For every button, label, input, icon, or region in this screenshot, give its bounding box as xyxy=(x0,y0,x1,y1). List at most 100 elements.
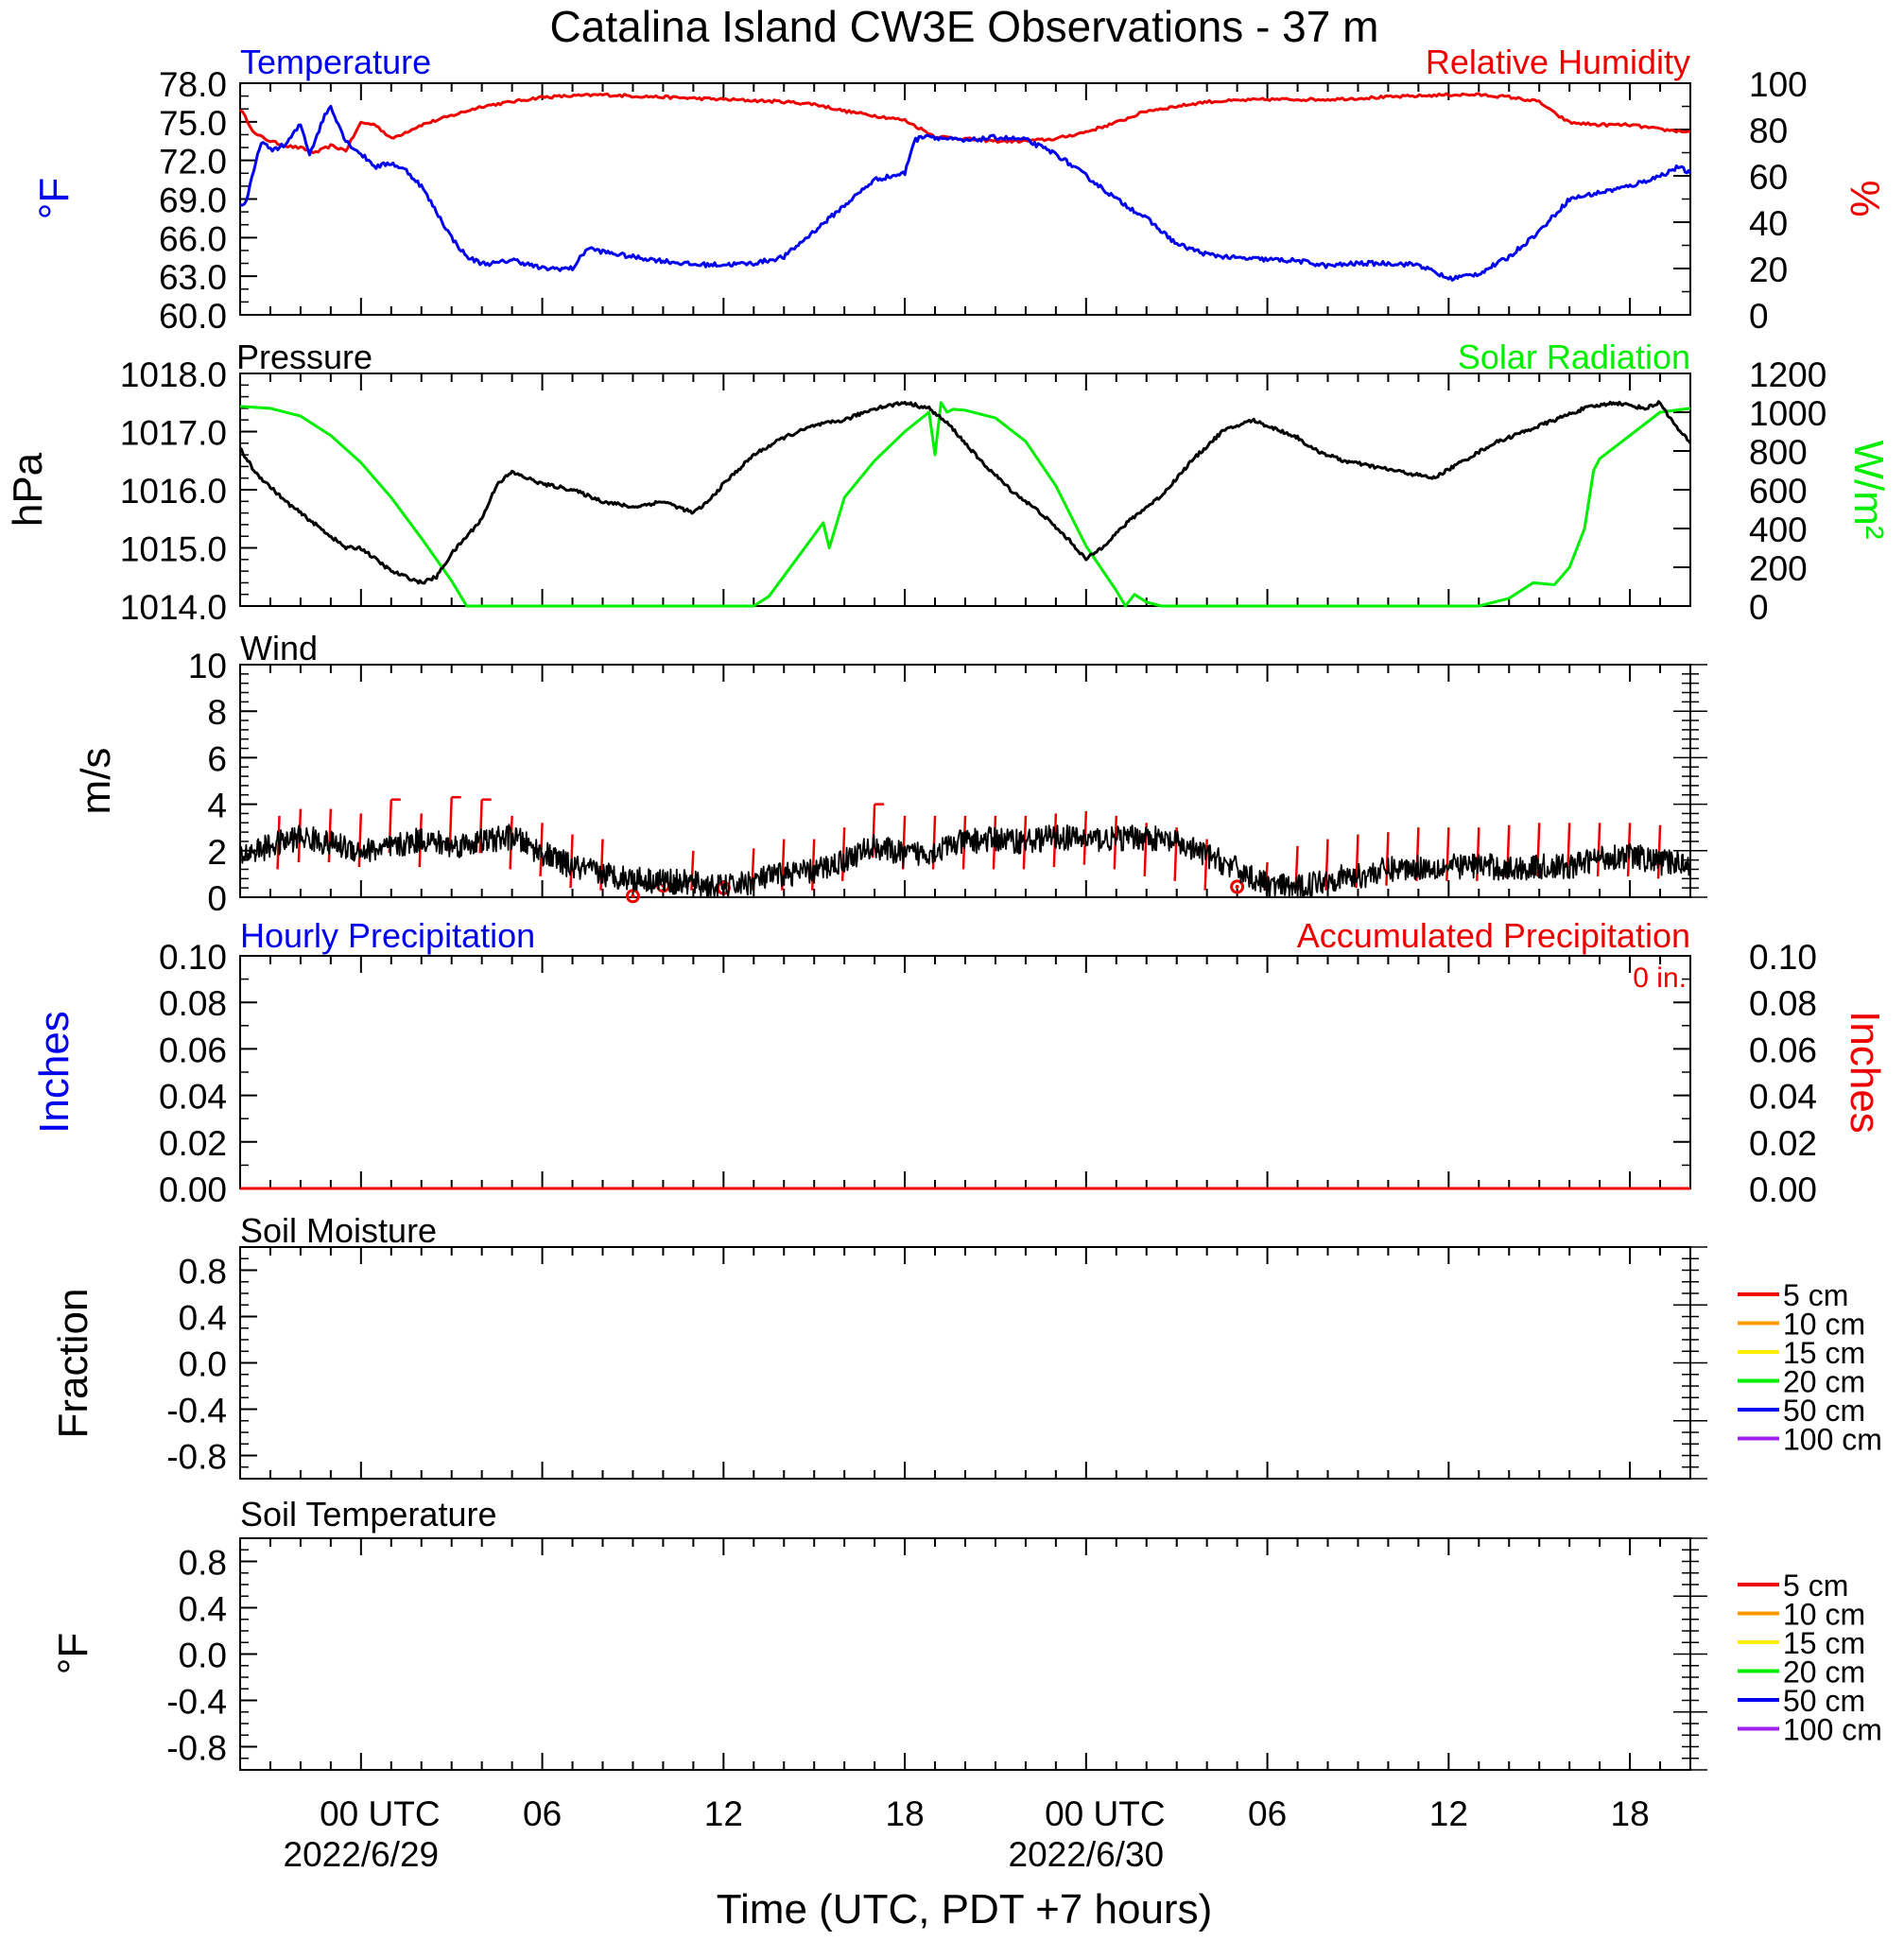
y-tick-label: 0.02 xyxy=(159,1124,227,1163)
y-tick-label: 6 xyxy=(207,739,227,778)
panels-group: Temperature Relative Humidity60.063.066.0… xyxy=(5,43,1892,1874)
y-tick-label: 0 xyxy=(207,879,227,918)
y-tick-label: 200 xyxy=(1749,549,1808,588)
panel-pressure-solar: Pressure Solar Radiation 1014.0 1015.0 1016.… xyxy=(5,338,1892,627)
y-tick-label: 1018.0 xyxy=(120,355,227,394)
y-tick-label: 1014.0 xyxy=(120,588,227,627)
y-tick-label: 0.00 xyxy=(159,1170,227,1209)
legend-label: 10 cm xyxy=(1783,1308,1865,1342)
legend-label: 5 cm xyxy=(1783,1278,1848,1312)
panel-temperature-humidity: Temperature Relative Humidity 60.063.066.0… xyxy=(31,43,1888,336)
y-axis-label-temperature: °F xyxy=(31,178,78,219)
wind-barb-calm xyxy=(1230,879,1245,894)
y-tick-label: -0.4 xyxy=(166,1392,227,1430)
y-tick-label: 0.10 xyxy=(1749,938,1817,977)
y-tick-label: 0.8 xyxy=(179,1253,227,1291)
wind-barb-calm-dot xyxy=(631,893,635,898)
y-tick-label: 80 xyxy=(1749,112,1788,150)
panel-soil-temperature-title: Soil Temperature xyxy=(240,1495,496,1534)
series-pressure xyxy=(238,400,1692,585)
y-tick-label: 0 xyxy=(1749,588,1769,627)
legend-label: 15 cm xyxy=(1783,1336,1865,1370)
y-axis-label-accum-precip: Inches xyxy=(1842,1011,1888,1134)
panel-soil-temperature-unit: °F xyxy=(50,1633,96,1674)
y-tick-label: 60.0 xyxy=(159,297,227,336)
y-tick-label: 10 xyxy=(188,647,227,685)
x-tick-date: 2022/6/30 xyxy=(1009,1835,1165,1874)
panel-soil-moisture-title: Soil Moisture xyxy=(240,1211,437,1250)
y-tick-label: -0.4 xyxy=(166,1683,227,1722)
y-tick-label: 75.0 xyxy=(159,104,227,143)
x-tick-label: 12 xyxy=(1429,1794,1468,1833)
wind-barb xyxy=(448,797,453,851)
plot-frame xyxy=(239,373,1691,607)
panel-title-hourly-precip: Hourly Precipitation xyxy=(240,916,535,955)
wind-barb xyxy=(1596,823,1601,876)
y-axis-label-wind: m/s xyxy=(73,748,119,815)
legend-label: 15 cm xyxy=(1783,1626,1865,1660)
y-tick-label: 0.06 xyxy=(1749,1031,1817,1069)
y-tick-label: -0.8 xyxy=(166,1729,227,1768)
panel-title-pressure: Pressure xyxy=(236,338,372,376)
wind-barb xyxy=(690,850,695,891)
plot-frame xyxy=(239,82,1691,316)
y-tick-label: 1000 xyxy=(1749,394,1826,433)
y-tick-label: 1015.0 xyxy=(120,530,227,569)
y-axis-label-solar: W/m² xyxy=(1845,440,1892,539)
wind-barb xyxy=(810,839,816,891)
y-axis-label-hourly-precip: Inches xyxy=(31,1011,78,1134)
x-axis-label: Time (UTC, PDT +7 hours) xyxy=(717,1886,1212,1932)
chart-title: Catalina Island CW3E Observations - 37 m xyxy=(550,2,1379,51)
x-tick-label: 00 UTC xyxy=(1045,1794,1165,1833)
x-tick-label: 06 xyxy=(1248,1794,1287,1833)
y-tick-label: 100 xyxy=(1749,65,1808,104)
y-tick-label: 0.08 xyxy=(159,984,227,1023)
wind-barb-calm-dot xyxy=(1235,884,1239,889)
y-tick-label: 4 xyxy=(207,787,227,825)
legend-label: 50 cm xyxy=(1783,1684,1865,1718)
y-tick-label: 0.00 xyxy=(1749,1170,1817,1209)
wind-barb xyxy=(1445,827,1450,881)
y-tick-label: 2 xyxy=(207,833,227,872)
y-tick-label: 0.04 xyxy=(159,1078,227,1117)
y-tick-label: 40 xyxy=(1749,204,1788,243)
y-tick-label: 0.8 xyxy=(179,1544,227,1583)
y-tick-label: 0.04 xyxy=(1749,1078,1817,1117)
wind-barb xyxy=(478,799,483,854)
x-tick-label: 12 xyxy=(704,1794,743,1833)
x-tick-label: 06 xyxy=(523,1794,562,1833)
y-tick-label: 0.0 xyxy=(179,1345,227,1384)
panel-soil-moisture-unit: Fraction xyxy=(50,1289,96,1439)
y-tick-label: 0.10 xyxy=(159,938,227,977)
y-tick-label: 0.4 xyxy=(179,1299,227,1338)
panel-soil-moisture: Soil Moisture -0.8 -0.4 0.0 0.4 0.8 Fraction 5 … xyxy=(50,1211,1882,1480)
panel-soil-temperature: Soil Temperature-0.8-0.40.00.40.8°F5 cm1… xyxy=(50,1495,1882,1771)
x-tick-label: 18 xyxy=(1611,1794,1650,1833)
series-relative-humidity xyxy=(239,92,1691,155)
legend-label: 5 cm xyxy=(1783,1568,1848,1603)
y-tick-label: 1017.0 xyxy=(120,414,227,453)
y-tick-label: 0.02 xyxy=(1749,1124,1817,1163)
x-tick-date: 2022/6/29 xyxy=(284,1835,440,1874)
panel-title-wind: Wind xyxy=(240,629,318,667)
y-tick-label: 20 xyxy=(1749,251,1788,289)
y-tick-label: 0.08 xyxy=(1749,984,1817,1023)
x-tick-label: 18 xyxy=(886,1794,925,1833)
legend-label: 100 cm xyxy=(1783,1423,1882,1457)
y-tick-label: 800 xyxy=(1749,433,1808,472)
series-solar-radiation xyxy=(239,401,1691,608)
y-tick-label: -0.8 xyxy=(166,1438,227,1477)
y-tick-label: 60 xyxy=(1749,158,1788,197)
y-tick-label: 69.0 xyxy=(159,182,227,220)
panel-title-accum-precip: Accumulated Precipitation xyxy=(1297,916,1690,955)
y-tick-label: 8 xyxy=(207,693,227,732)
wind-barb xyxy=(1385,832,1390,886)
y-tick-label: 63.0 xyxy=(159,258,227,297)
legend-label: 20 cm xyxy=(1783,1655,1865,1690)
x-tick-label: 00 UTC xyxy=(320,1794,440,1833)
plot-frame xyxy=(239,955,1691,1189)
y-axis-label-pressure: hPa xyxy=(5,452,51,527)
